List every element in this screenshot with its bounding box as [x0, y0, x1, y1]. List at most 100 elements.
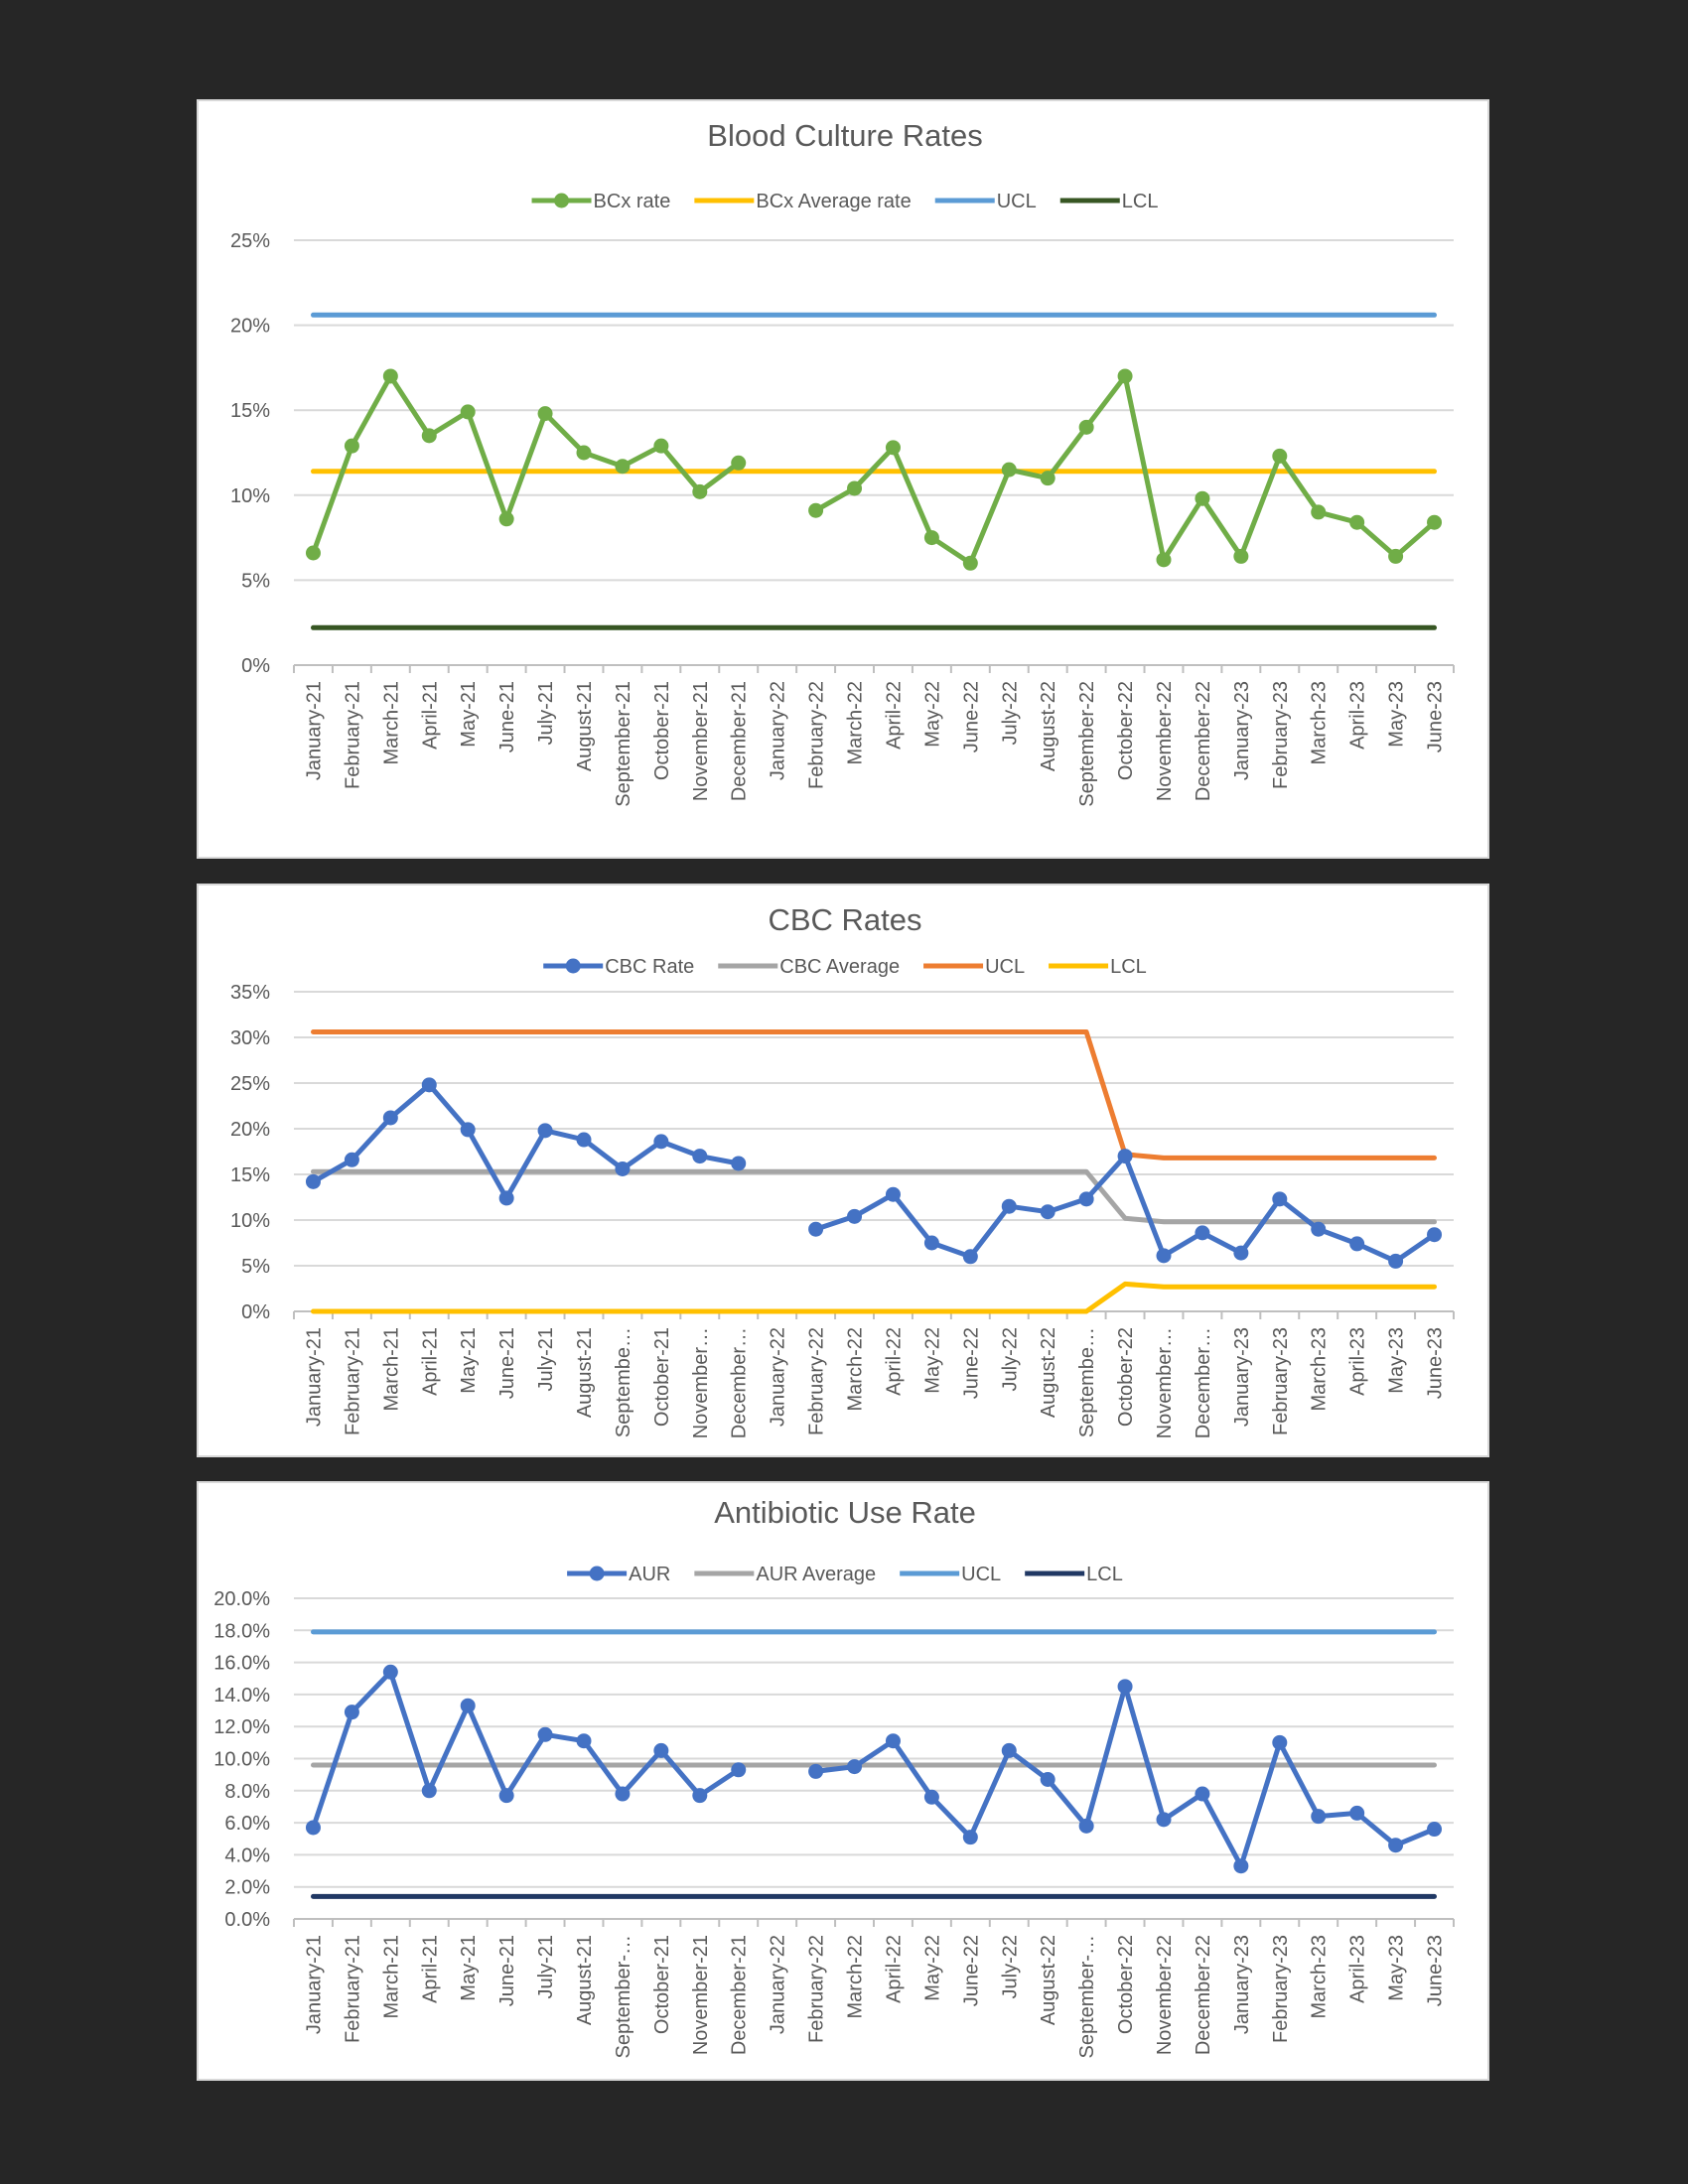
legend-label: LCL [1086, 1564, 1123, 1585]
x-tick-label: March-23 [1309, 681, 1331, 764]
chart-title: Antibiotic Use Rate [714, 1495, 976, 1530]
data-point [885, 1733, 901, 1749]
x-tick-label: September-… [613, 1935, 634, 2059]
y-tick-label: 0% [241, 1301, 270, 1323]
data-point [1349, 514, 1365, 530]
x-tick-label: March-21 [380, 681, 402, 764]
x-tick-label: April-23 [1347, 1327, 1369, 1396]
legend-item: CBC Rate [543, 956, 694, 978]
legend-marker [554, 193, 570, 208]
data-point [1040, 471, 1055, 486]
data-point [421, 1077, 437, 1093]
legend-item: UCL [934, 191, 1037, 212]
y-tick-label: 10% [230, 485, 270, 507]
data-point [692, 1149, 708, 1164]
legend-label: BCx Average rate [756, 191, 911, 212]
x-tick-label: June-22 [960, 1327, 982, 1399]
data-point [382, 368, 398, 384]
x-tick-label: Septembe… [613, 1327, 634, 1437]
data-point [1272, 1734, 1288, 1750]
data-point [460, 1122, 476, 1138]
legend-label: AUR [629, 1564, 670, 1585]
legend-item: AUR Average [694, 1564, 876, 1585]
data-point [1078, 419, 1094, 435]
legend-marker [589, 1566, 605, 1581]
data-point [1001, 462, 1017, 478]
x-tick-label: December-22 [1193, 681, 1214, 801]
data-point [692, 1788, 708, 1804]
data-point [653, 438, 669, 454]
legend: CBC Rate CBC Average UCL LCL [543, 956, 1147, 978]
x-tick-label: October-22 [1115, 681, 1137, 780]
data-point [1388, 1253, 1404, 1269]
data-point [1001, 1742, 1017, 1758]
x-tick-label: April-22 [883, 681, 905, 750]
x-tick-label: May-23 [1386, 681, 1408, 748]
x-tick-label: February-23 [1270, 1935, 1292, 2043]
data-point [1233, 1245, 1249, 1261]
data-point [382, 1110, 398, 1126]
x-tick-label: Septembe… [1076, 1327, 1098, 1437]
legend-item: LCL [1059, 191, 1159, 212]
x-tick-label: February-22 [806, 681, 828, 789]
y-tick-label: 30% [230, 1027, 270, 1049]
data-point [498, 511, 514, 527]
data-point [962, 1830, 978, 1845]
x-tick-label: May-21 [458, 1327, 480, 1394]
x-tick-label: July-22 [999, 1327, 1021, 1391]
x-tick-label: January-23 [1231, 1327, 1253, 1427]
x-tick-label: December-21 [729, 681, 751, 801]
x-tick-label: December… [1193, 1327, 1214, 1438]
data-point [731, 455, 747, 471]
data-point [847, 1208, 863, 1224]
data-point [962, 555, 978, 571]
data-point [615, 459, 631, 475]
data-point [731, 1762, 747, 1778]
x-tick-label: March-22 [845, 681, 867, 764]
antibiotic-use-rate-chart: Antibiotic Use Rate 0.0% 2.0% 4.0% 6.0% 8.0% 1… [197, 1481, 1489, 2081]
data-point [1078, 1818, 1094, 1834]
x-tick-label: August-21 [574, 1327, 596, 1418]
data-point [1311, 1809, 1327, 1825]
x-tick-label: August-22 [1038, 681, 1059, 771]
x-tick-label: July-21 [535, 1327, 557, 1391]
x-tick-label: February-23 [1270, 1327, 1292, 1435]
x-tick-label: May-23 [1386, 1935, 1408, 2001]
y-tick-label: 14.0% [213, 1685, 270, 1706]
x-tick-label: June-23 [1425, 1935, 1447, 2006]
y-tick-label: 10.0% [213, 1749, 270, 1771]
x-tick-label: January-22 [768, 681, 789, 780]
legend-label: LCL [1110, 956, 1147, 978]
x-tick-label: February-22 [806, 1935, 828, 2043]
x-tick-label: August-22 [1038, 1935, 1059, 2025]
data-point [615, 1160, 631, 1176]
legend-label: BCx rate [594, 191, 671, 212]
data-point [1195, 490, 1210, 506]
x-tick-label: April-23 [1347, 1935, 1369, 2003]
legend-label: LCL [1122, 191, 1159, 212]
x-tick-label: January-22 [768, 1327, 789, 1427]
y-tick-label: 18.0% [213, 1620, 270, 1642]
cbc-rates-chart: CBC Rates 0% 5% 10% 15% 20% 25% 30% 35% January-2… [197, 884, 1489, 1457]
data-point [1078, 1191, 1094, 1207]
x-tick-label: June-21 [496, 1935, 518, 2006]
data-point [460, 404, 476, 420]
data-point [537, 406, 553, 422]
y-tick-label: 20.0% [213, 1588, 270, 1610]
data-point [1233, 1858, 1249, 1874]
legend: BCx rate BCx Average rate UCL LCL [531, 191, 1159, 212]
data-point [498, 1788, 514, 1804]
y-tick-label: 15% [230, 1164, 270, 1186]
x-tick-label: January-21 [303, 681, 325, 780]
x-tick-label: February-21 [342, 1935, 363, 2043]
x-tick-label: September-21 [613, 681, 634, 807]
x-tick-label: January-21 [303, 1935, 325, 2034]
y-tick-label: 8.0% [224, 1781, 270, 1803]
legend-label: CBC Rate [605, 956, 694, 978]
data-point [344, 438, 359, 454]
y-tick-label: 0.0% [224, 1909, 270, 1931]
data-point [537, 1726, 553, 1742]
x-tick-label: June-23 [1425, 1327, 1447, 1399]
blood-culture-rates-svg: Blood Culture Rates 0% 5% 10% 15% 20% 25% Janua… [230, 118, 1455, 807]
data-point [537, 1123, 553, 1139]
